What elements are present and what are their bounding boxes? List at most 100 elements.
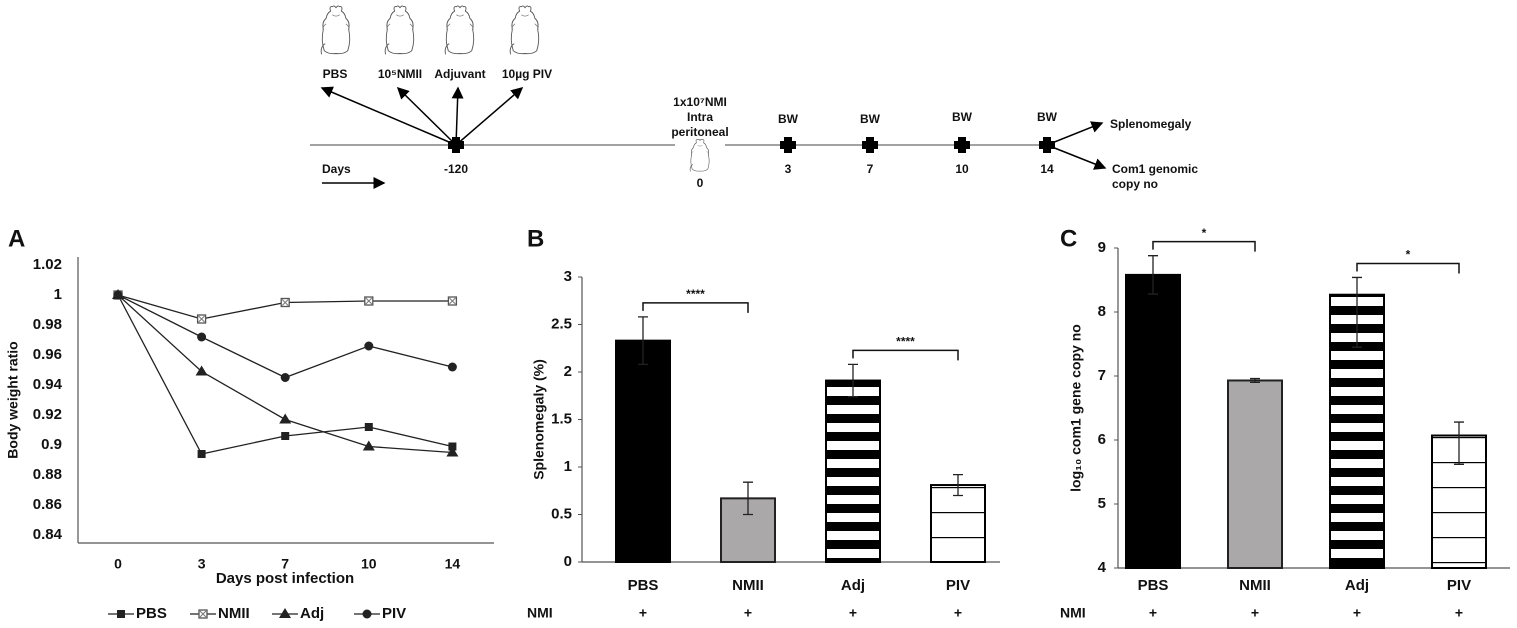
mouse-icon [444,5,475,55]
x-tick-label: Adj [1345,577,1369,594]
error-bar [1352,276,1362,348]
x-tick-label: NMII [732,577,764,594]
panel-label: A [8,225,25,252]
challenge: peritoneal [671,125,728,139]
bar [1227,379,1283,570]
mouse-icon [689,138,710,173]
x-tick-label: PBS [1138,577,1169,594]
error-bar [1148,255,1158,295]
marker-cross [198,315,205,323]
bar [930,484,986,563]
legend-label: NMII [218,605,250,622]
row-value: + [1149,605,1157,621]
y-axis-label: log₁₀ com1 gene copy no [1068,324,1084,492]
marker [279,413,292,424]
y-tick-label: 4 [1098,559,1107,576]
y-tick-label: 8 [1098,303,1106,320]
outcome: Splenomegaly [1110,117,1192,131]
y-tick-label: 0.9 [41,436,62,453]
mouse-icon [384,5,415,55]
y-tick-label: 2.5 [551,315,572,332]
y-tick-label: 1 [564,458,572,475]
outcome: Com1 genomic [1112,162,1198,176]
y-tick-label: 1.5 [551,410,572,427]
x-tick-label: 3 [198,556,206,572]
y-tick-label: 0.98 [33,316,62,333]
row-value: + [1455,605,1463,621]
y-tick-label: 9 [1098,239,1106,256]
legend-label: PIV [382,605,406,622]
y-tick-label: 0.86 [33,496,62,513]
y-tick-label: 0.5 [551,505,572,522]
y-tick-label: 0.94 [33,376,63,393]
x-tick-label: PIV [1447,577,1471,594]
significance-label: * [1202,226,1207,240]
day: 10 [955,162,969,176]
outcome: copy no [1112,177,1158,191]
y-tick-label: 1.02 [33,256,62,273]
marker [362,440,375,451]
marker-cross [199,610,207,618]
marker [281,432,290,440]
mouse-icon [509,5,540,55]
challenge: Intra [687,110,713,124]
significance-bracket [1152,240,1256,252]
day: 3 [785,162,792,176]
y-tick-label: 5 [1098,495,1106,512]
panel-label: C [1060,225,1077,252]
row-value: + [1251,605,1259,621]
significance-bracket [1356,262,1460,274]
error-bar [1454,421,1464,465]
marker [117,610,125,618]
marker-cross [281,299,289,306]
marker [113,290,123,300]
marker [362,609,372,619]
marker [279,608,291,618]
bar [615,339,671,563]
timeline: PBS 10⁵NMII Adjuvant 10µg PIV Days -120 … [310,5,1198,191]
treatment: 10µg PIV [502,67,552,81]
y-tick-label: 7 [1098,367,1106,384]
x-tick-label: 0 [114,556,122,572]
error-bar [743,481,753,516]
bw: BW [778,112,799,126]
x-tick-label: 10 [361,556,377,572]
treatment: 10⁵NMII [378,67,422,81]
marker [197,332,207,342]
x-tick-label: 14 [445,556,461,572]
bw: BW [952,110,973,124]
bw: BW [860,112,881,126]
day: 7 [867,162,874,176]
day: -120 [444,162,468,176]
crosses [448,137,1055,153]
x-tick-label: NMII [1239,577,1271,594]
row-value: + [639,605,647,621]
error-bar [1250,377,1260,384]
row-value: + [849,605,857,621]
bw: BW [1037,110,1058,124]
y-tick-label: 1 [54,286,62,303]
challenge: 1x10⁷NMI [673,95,727,109]
row-label: NMI [527,605,553,621]
bar [825,379,881,563]
x-tick-label: 7 [281,556,289,572]
line [117,294,453,379]
marker [280,373,290,382]
x-tick-label: Adj [841,577,865,594]
significance-bracket [852,349,959,361]
row-value: + [744,605,752,621]
significance-label: * [1406,248,1411,262]
marker-cross [365,297,373,305]
marker [197,450,206,458]
y-tick-label: 3 [564,268,572,285]
significance-label: **** [896,335,915,349]
legend-label: Adj [300,605,324,622]
row-label: NMI [1060,605,1086,621]
day: 0 [697,176,704,190]
marker [195,365,208,376]
treatment: PBS [323,67,348,81]
marker [364,423,373,431]
y-tick-label: 0.88 [33,466,62,483]
y-tick-label: 6 [1098,431,1106,448]
